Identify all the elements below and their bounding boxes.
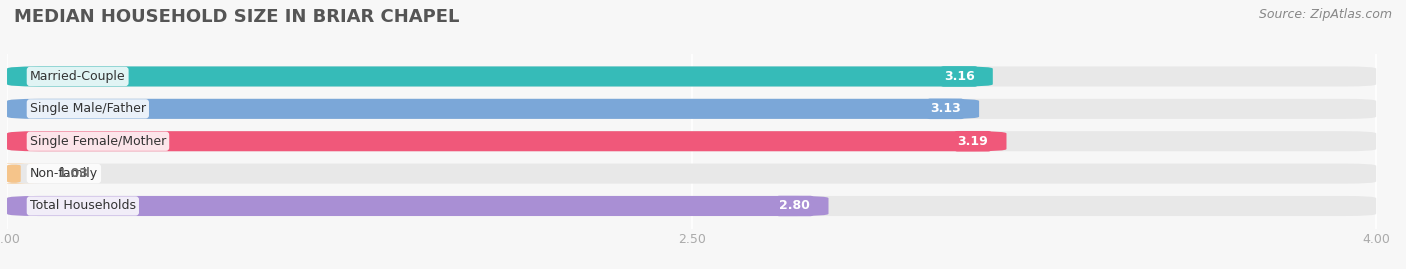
Text: Source: ZipAtlas.com: Source: ZipAtlas.com <box>1258 8 1392 21</box>
Text: 3.16: 3.16 <box>943 70 974 83</box>
Text: 2.80: 2.80 <box>779 200 810 213</box>
FancyBboxPatch shape <box>7 196 1376 216</box>
Text: MEDIAN HOUSEHOLD SIZE IN BRIAR CHAPEL: MEDIAN HOUSEHOLD SIZE IN BRIAR CHAPEL <box>14 8 460 26</box>
Text: Non-family: Non-family <box>30 167 98 180</box>
Text: Total Households: Total Households <box>30 200 136 213</box>
Text: 3.19: 3.19 <box>957 135 988 148</box>
FancyBboxPatch shape <box>7 196 828 216</box>
Text: Single Male/Father: Single Male/Father <box>30 102 146 115</box>
Text: Single Female/Mother: Single Female/Mother <box>30 135 166 148</box>
FancyBboxPatch shape <box>7 99 979 119</box>
FancyBboxPatch shape <box>7 164 1376 184</box>
Text: 3.13: 3.13 <box>931 102 960 115</box>
FancyBboxPatch shape <box>0 164 39 184</box>
Text: 1.03: 1.03 <box>58 167 89 180</box>
FancyBboxPatch shape <box>7 131 1007 151</box>
FancyBboxPatch shape <box>7 66 1376 87</box>
FancyBboxPatch shape <box>7 99 1376 119</box>
FancyBboxPatch shape <box>7 66 993 87</box>
FancyBboxPatch shape <box>7 131 1376 151</box>
Text: Married-Couple: Married-Couple <box>30 70 125 83</box>
